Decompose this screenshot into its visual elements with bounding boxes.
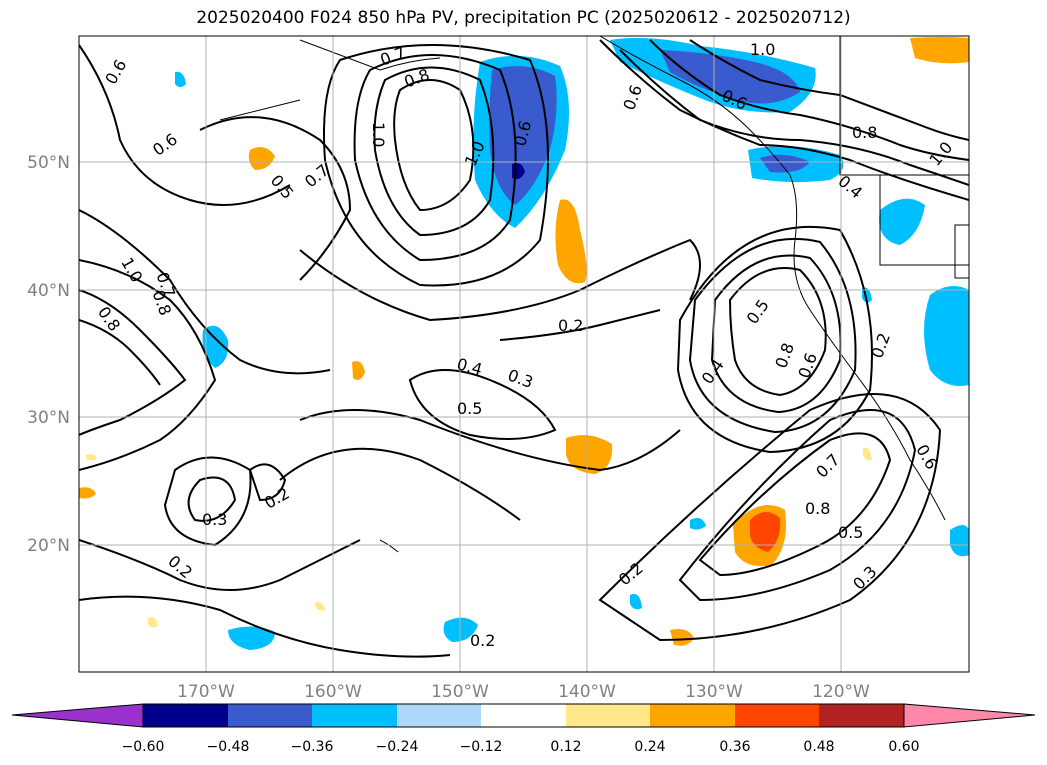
contour-label: 0.5 [838, 523, 863, 542]
colorbar-tick-label: −0.36 [291, 739, 334, 755]
lon-tick-label: 120°W [812, 682, 870, 702]
colorbar-segment [143, 704, 228, 727]
contour-label: 0.2 [558, 316, 583, 335]
colorbar: −0.60 −0.48 −0.36 −0.24 −0.12 0.12 0.24 … [11, 703, 1036, 755]
contour-label: 0.8 [805, 499, 830, 518]
colorbar-tick-label: −0.12 [460, 739, 503, 755]
lat-tick-label: 50°N [27, 153, 70, 173]
contour-label: 0.8 [852, 123, 877, 142]
lon-tick-label: 150°W [431, 682, 489, 702]
lat-tick-label: 40°N [27, 281, 70, 301]
colorbar-tick-label: −0.60 [122, 739, 165, 755]
contour-label: 0.5 [457, 399, 482, 418]
lon-tick-label: 130°W [685, 682, 743, 702]
contour-label: 1.0 [369, 122, 388, 147]
colorbar-tick-label: 0.36 [719, 739, 750, 755]
colorbar-segment [650, 704, 735, 727]
colorbar-segment [228, 704, 312, 727]
map-title: 2025020400 F024 850 hPa PV, precipitatio… [196, 8, 851, 28]
colorbar-extend-high [903, 703, 1036, 728]
colorbar-segment [397, 704, 481, 727]
latitude-labels: 50°N 40°N 30°N 20°N [27, 153, 70, 556]
contour-label: 0.2 [470, 631, 495, 650]
colorbar-segment [566, 704, 650, 727]
colorbar-segment [819, 704, 904, 727]
colorbar-tick-label: −0.48 [207, 739, 250, 755]
colorbar-tick-label: 0.12 [550, 739, 581, 755]
plot-frame [78, 35, 970, 673]
grid-lines [79, 36, 969, 672]
coastlines [219, 36, 969, 553]
colorbar-tick-label: 0.60 [888, 739, 919, 755]
contour-label: 1.0 [750, 40, 775, 59]
colorbar-tick-label: 0.48 [803, 739, 834, 755]
colorbar-extend-low [11, 703, 144, 728]
lat-tick-label: 20°N [27, 536, 70, 556]
lon-tick-label: 170°W [177, 682, 235, 702]
colorbar-tick-label: 0.24 [634, 739, 665, 755]
precipitation-shading [79, 37, 969, 650]
colorbar-segment [312, 704, 397, 727]
longitude-labels: 170°W 160°W 150°W 140°W 130°W 120°W [177, 682, 870, 702]
lon-tick-label: 160°W [304, 682, 362, 702]
colorbar-segment [481, 704, 566, 727]
colorbar-segment [735, 704, 819, 727]
contour-label: 0.3 [202, 510, 227, 529]
lat-tick-label: 30°N [27, 408, 70, 428]
lon-tick-label: 140°W [558, 682, 616, 702]
pv-contours [79, 39, 969, 658]
colorbar-tick-label: −0.24 [376, 739, 419, 755]
